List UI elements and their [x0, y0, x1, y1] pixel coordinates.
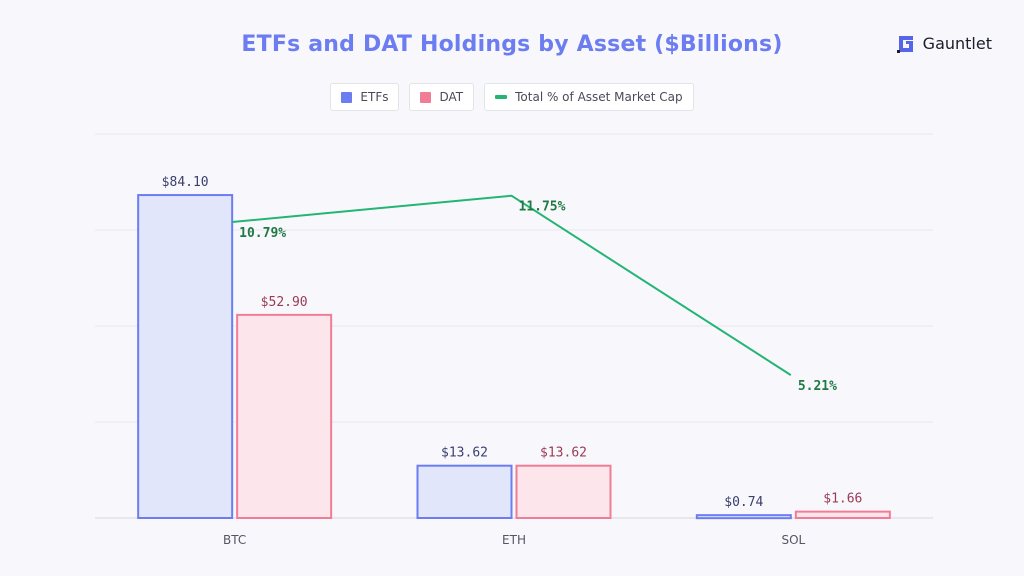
legend-swatch-market-cap — [495, 95, 508, 99]
legend-label-etfs: ETFs — [360, 90, 389, 104]
legend-swatch-dat — [420, 91, 432, 103]
bar-dat-eth — [515, 464, 612, 519]
legend-item-market-cap[interactable]: Total % of Asset Market Cap — [484, 83, 694, 111]
bar-etfs-eth — [416, 464, 513, 519]
gauntlet-logo-icon — [896, 35, 913, 53]
bar-dat-sol — [794, 510, 891, 520]
chart-title: ETFs and DAT Holdings by Asset ($Billion… — [241, 32, 783, 57]
data-label-dat-sol: $1.66 — [823, 492, 862, 507]
legend-label-market-cap: Total % of Asset Market Cap — [515, 90, 683, 104]
legend-item-etfs[interactable]: ETFs — [330, 83, 400, 111]
chart-legend: ETFs DAT Total % of Asset Market Cap — [0, 83, 1024, 111]
legend-swatch-etfs — [341, 91, 353, 103]
brand-name: Gauntlet — [922, 34, 992, 53]
data-label-etfs-sol: $0.74 — [724, 495, 763, 510]
data-label-market-cap-eth: 11.75% — [519, 200, 566, 215]
data-label-market-cap-btc: 10.79% — [239, 226, 286, 241]
legend-item-dat[interactable]: DAT — [409, 83, 475, 111]
legend-label-dat: DAT — [439, 90, 464, 104]
data-label-market-cap-sol: 5.21% — [798, 379, 837, 394]
line-market-cap — [232, 194, 792, 376]
bar-dat-btc — [236, 313, 333, 520]
x-tick-label-btc: BTC — [223, 533, 246, 547]
data-label-dat-btc: $52.90 — [261, 295, 308, 310]
data-label-etfs-btc: $84.10 — [162, 175, 209, 190]
brand-logo: Gauntlet — [896, 34, 992, 53]
bar-etfs-sol — [695, 514, 792, 520]
bar-etfs-btc — [137, 194, 234, 519]
x-tick-label-eth: ETH — [502, 533, 526, 547]
data-label-etfs-eth: $13.62 — [441, 446, 488, 461]
data-label-dat-eth: $13.62 — [540, 446, 587, 461]
x-tick-label-sol: SOL — [781, 533, 805, 547]
